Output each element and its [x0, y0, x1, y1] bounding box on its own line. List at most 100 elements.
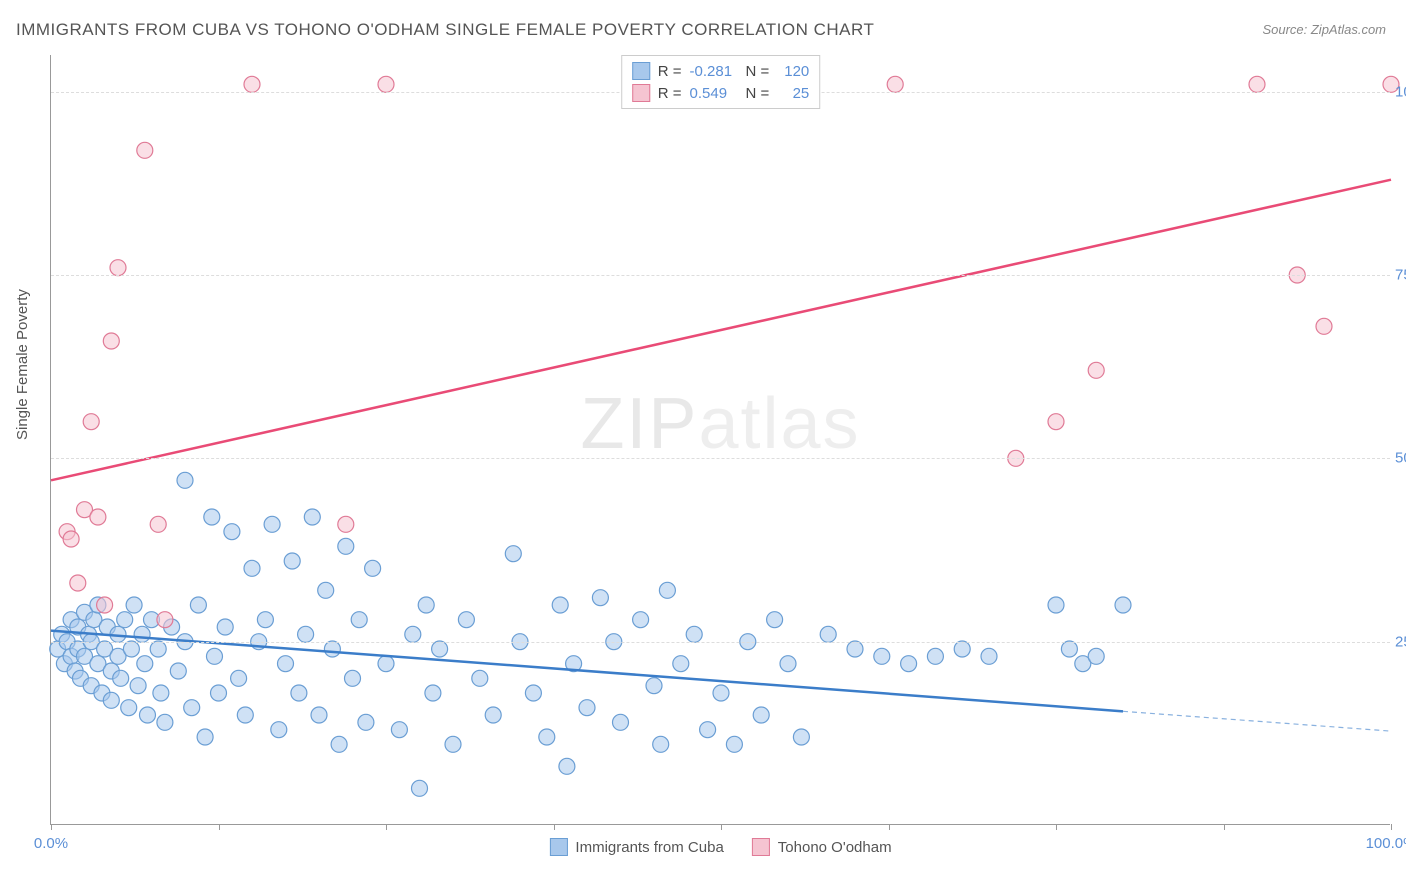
- scatter-point: [177, 472, 193, 488]
- legend-row: R =0.549N =25: [632, 82, 810, 104]
- scatter-point: [150, 516, 166, 532]
- scatter-point: [981, 648, 997, 664]
- scatter-point: [1316, 318, 1332, 334]
- scatter-point: [103, 333, 119, 349]
- scatter-point: [284, 553, 300, 569]
- scatter-point: [874, 648, 890, 664]
- scatter-point: [90, 509, 106, 525]
- legend-swatch: [632, 62, 650, 80]
- scatter-point: [123, 641, 139, 657]
- scatter-point: [184, 700, 200, 716]
- scatter-point: [244, 76, 260, 92]
- scatter-point: [847, 641, 863, 657]
- scatter-point: [130, 678, 146, 694]
- scatter-point: [539, 729, 555, 745]
- scatter-point: [378, 656, 394, 672]
- scatter-point: [559, 758, 575, 774]
- scatter-point: [391, 722, 407, 738]
- x-tick: [1391, 824, 1392, 830]
- scatter-point: [170, 663, 186, 679]
- scatter-point: [485, 707, 501, 723]
- x-tick-label: 100.0%: [1366, 835, 1406, 852]
- scatter-point: [113, 670, 129, 686]
- legend-n-value: 120: [777, 63, 809, 80]
- scatter-point: [351, 612, 367, 628]
- legend-label: Immigrants from Cuba: [575, 839, 723, 856]
- scatter-point: [820, 626, 836, 642]
- scatter-point: [237, 707, 253, 723]
- plot-area: ZIPatlas R =-0.281N =120R =0.549N =25 Im…: [50, 55, 1390, 825]
- scatter-point: [592, 590, 608, 606]
- scatter-point: [505, 546, 521, 562]
- scatter-point: [412, 780, 428, 796]
- scatter-point: [257, 612, 273, 628]
- scatter-point: [298, 626, 314, 642]
- scatter-point: [103, 692, 119, 708]
- scatter-point: [458, 612, 474, 628]
- scatter-point: [291, 685, 307, 701]
- scatter-point: [887, 76, 903, 92]
- scatter-point: [1048, 597, 1064, 613]
- x-tick: [554, 824, 555, 830]
- x-tick-label: 0.0%: [34, 835, 68, 852]
- scatter-point: [1088, 648, 1104, 664]
- scatter-point: [445, 736, 461, 752]
- scatter-point: [653, 736, 669, 752]
- trend-line-extension: [1123, 711, 1391, 731]
- scatter-point: [117, 612, 133, 628]
- scatter-point: [83, 414, 99, 430]
- scatter-point: [338, 538, 354, 554]
- scatter-point: [673, 656, 689, 672]
- x-tick: [889, 824, 890, 830]
- scatter-point: [311, 707, 327, 723]
- scatter-point: [418, 597, 434, 613]
- legend-label: Tohono O'odham: [778, 839, 892, 856]
- scatter-point: [713, 685, 729, 701]
- scatter-point: [121, 700, 137, 716]
- grid-line: [51, 458, 1390, 459]
- scatter-point: [63, 531, 79, 547]
- scatter-point: [331, 736, 347, 752]
- scatter-point: [278, 656, 294, 672]
- scatter-point: [264, 516, 280, 532]
- scatter-point: [1249, 76, 1265, 92]
- scatter-point: [954, 641, 970, 657]
- scatter-point: [901, 656, 917, 672]
- grid-line: [51, 642, 1390, 643]
- legend-r-value: -0.281: [690, 63, 738, 80]
- scatter-point: [700, 722, 716, 738]
- scatter-point: [304, 509, 320, 525]
- grid-line: [51, 275, 1390, 276]
- scatter-point: [358, 714, 374, 730]
- source-attribution: Source: ZipAtlas.com: [1262, 22, 1386, 37]
- x-tick: [386, 824, 387, 830]
- scatter-point: [646, 678, 662, 694]
- scatter-point: [134, 626, 150, 642]
- legend-n-label: N =: [746, 63, 770, 80]
- scatter-point: [1061, 641, 1077, 657]
- scatter-point: [780, 656, 796, 672]
- scatter-point: [231, 670, 247, 686]
- chart-svg: [51, 55, 1390, 824]
- scatter-point: [1115, 597, 1131, 613]
- x-tick: [1224, 824, 1225, 830]
- y-axis-label: Single Female Poverty: [14, 289, 31, 440]
- scatter-point: [244, 560, 260, 576]
- scatter-point: [378, 76, 394, 92]
- y-tick-label: 100.0%: [1395, 83, 1406, 100]
- scatter-point: [110, 260, 126, 276]
- scatter-point: [338, 516, 354, 532]
- x-tick: [1056, 824, 1057, 830]
- scatter-point: [365, 560, 381, 576]
- legend-row: R =-0.281N =120: [632, 60, 810, 82]
- scatter-point: [157, 714, 173, 730]
- legend-r-label: R =: [658, 85, 682, 102]
- scatter-point: [753, 707, 769, 723]
- scatter-point: [137, 656, 153, 672]
- scatter-point: [659, 582, 675, 598]
- legend-n-value: 25: [777, 85, 809, 102]
- x-tick: [721, 824, 722, 830]
- scatter-point: [579, 700, 595, 716]
- series-legend: Immigrants from Cuba Tohono O'odham: [549, 838, 891, 856]
- scatter-point: [153, 685, 169, 701]
